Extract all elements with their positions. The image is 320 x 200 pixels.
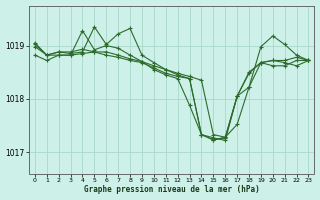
X-axis label: Graphe pression niveau de la mer (hPa): Graphe pression niveau de la mer (hPa) [84,185,260,194]
